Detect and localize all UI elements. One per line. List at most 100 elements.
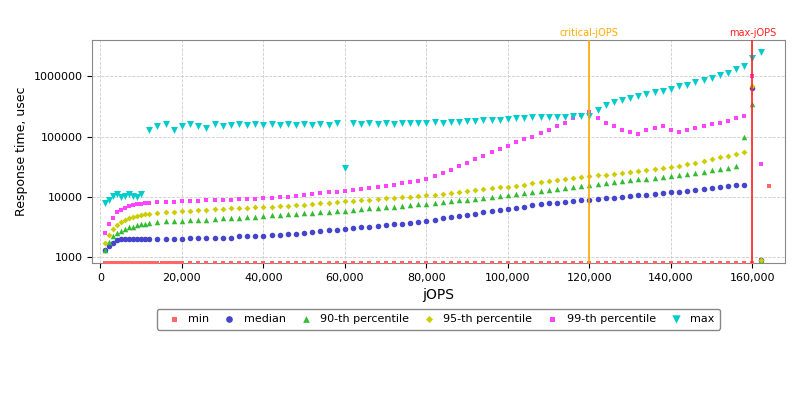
- 95-th percentile: [306, 201, 318, 207]
- max: [298, 121, 310, 128]
- max: [575, 113, 588, 119]
- 99-th percentile: [714, 120, 726, 126]
- 95-th percentile: [583, 173, 596, 180]
- max: [306, 122, 318, 128]
- 99-th percentile: [225, 196, 238, 203]
- min: [395, 260, 408, 266]
- 95-th percentile: [558, 176, 571, 182]
- min: [526, 260, 538, 266]
- min: [665, 260, 678, 266]
- median: [420, 218, 433, 224]
- 99-th percentile: [738, 113, 750, 119]
- max: [722, 70, 734, 76]
- median: [130, 236, 143, 242]
- 99-th percentile: [404, 179, 417, 185]
- 95-th percentile: [363, 196, 376, 203]
- max: [502, 116, 514, 122]
- median: [445, 214, 458, 220]
- 95-th percentile: [494, 184, 506, 191]
- 95-th percentile: [159, 209, 172, 215]
- max: [420, 120, 433, 126]
- 99-th percentile: [632, 131, 645, 137]
- 99-th percentile: [689, 124, 702, 131]
- median: [648, 191, 661, 197]
- max: [624, 95, 637, 101]
- min: [298, 260, 310, 266]
- max: [379, 120, 392, 127]
- 99-th percentile: [502, 143, 514, 149]
- 99-th percentile: [118, 205, 131, 211]
- median: [510, 204, 522, 211]
- max: [599, 102, 612, 108]
- 99-th percentile: [575, 112, 588, 118]
- min: [139, 260, 152, 266]
- 95-th percentile: [282, 202, 294, 209]
- max: [518, 115, 530, 121]
- 99-th percentile: [387, 181, 400, 188]
- max: [689, 79, 702, 85]
- median: [290, 231, 302, 237]
- 99-th percentile: [290, 192, 302, 199]
- max: [632, 92, 645, 99]
- 90-th percentile: [420, 200, 433, 207]
- max: [346, 120, 359, 127]
- 99-th percentile: [143, 200, 156, 206]
- 99-th percentile: [134, 200, 147, 207]
- 99-th percentile: [706, 121, 718, 128]
- 95-th percentile: [338, 198, 351, 204]
- max: [200, 124, 213, 131]
- 99-th percentile: [306, 191, 318, 198]
- median: [167, 236, 180, 242]
- median: [656, 190, 669, 196]
- Legend: min, median, 90-th percentile, 95-th percentile, 99-th percentile, max: min, median, 90-th percentile, 95-th per…: [157, 308, 720, 330]
- 99-th percentile: [640, 126, 653, 133]
- 99-th percentile: [730, 115, 742, 122]
- 90-th percentile: [502, 192, 514, 198]
- 90-th percentile: [575, 182, 588, 189]
- 95-th percentile: [640, 167, 653, 173]
- Text: critical-jOPS: critical-jOPS: [560, 28, 619, 38]
- max: [673, 83, 686, 90]
- 95-th percentile: [518, 181, 530, 188]
- median: [412, 219, 425, 225]
- 90-th percentile: [257, 213, 270, 219]
- min: [599, 260, 612, 266]
- median: [469, 211, 482, 217]
- min: [102, 260, 115, 266]
- min: [722, 260, 734, 266]
- median: [583, 197, 596, 203]
- max: [102, 196, 115, 203]
- max: [566, 113, 579, 119]
- 90-th percentile: [241, 214, 254, 220]
- 95-th percentile: [428, 191, 441, 198]
- 99-th percentile: [453, 163, 466, 170]
- min: [155, 260, 168, 266]
- 95-th percentile: [542, 178, 555, 184]
- median: [534, 201, 547, 208]
- median: [518, 203, 530, 210]
- min: [542, 260, 555, 266]
- 99-th percentile: [322, 189, 335, 196]
- max: [143, 126, 156, 133]
- 90-th percentile: [338, 208, 351, 214]
- min: [550, 260, 563, 266]
- median: [746, 84, 759, 91]
- 90-th percentile: [314, 209, 327, 216]
- min: [681, 260, 694, 266]
- median: [575, 197, 588, 203]
- 90-th percentile: [114, 228, 127, 234]
- 95-th percentile: [706, 156, 718, 162]
- 99-th percentile: [673, 129, 686, 135]
- min: [412, 260, 425, 266]
- median: [118, 236, 131, 242]
- 95-th percentile: [412, 193, 425, 199]
- max: [371, 121, 384, 128]
- 99-th percentile: [371, 183, 384, 190]
- median: [453, 213, 466, 219]
- max: [738, 62, 750, 69]
- X-axis label: jOPS: jOPS: [422, 288, 454, 302]
- 95-th percentile: [445, 190, 458, 196]
- 90-th percentile: [122, 224, 135, 231]
- 99-th percentile: [428, 173, 441, 179]
- max: [534, 114, 547, 120]
